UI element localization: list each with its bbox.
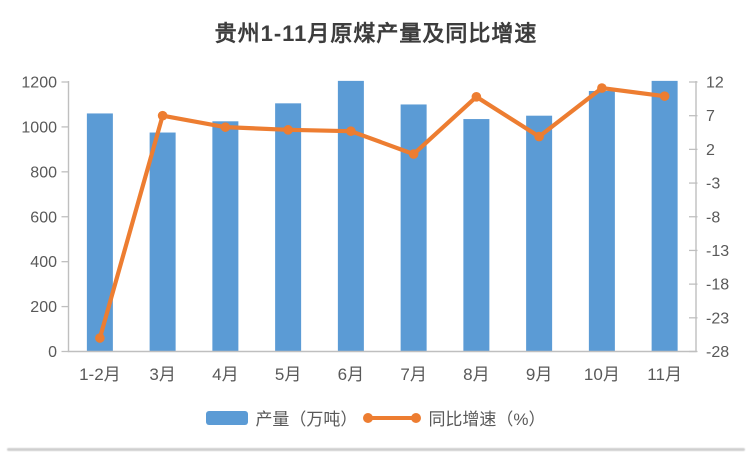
left-axis-label-1000: 1000 [21,119,57,136]
left-axis-label-800: 800 [30,164,57,181]
x-axis-label-10月: 10月 [584,365,620,384]
x-axis-label-9月: 9月 [526,365,552,384]
card-bottom-shadow [7,448,745,451]
bar-9月 [526,115,553,352]
x-axis-label-11月: 11月 [647,365,682,384]
x-axis-label-5月: 5月 [275,365,301,384]
line-series-swatch [363,412,422,423]
line-segment-icon [371,415,414,420]
right-axis-label--28: -28 [706,344,729,361]
line-marker-11月 [659,91,670,101]
x-axis-label-4月: 4月 [212,365,238,384]
x-axis-label-6月: 6月 [338,365,364,384]
bar-10月 [588,90,615,352]
line-marker-7月 [408,149,419,159]
x-axis-label-3月: 3月 [149,365,175,384]
line-marker-icon [363,412,374,423]
bar-11月 [651,80,678,352]
left-axis-label-600: 600 [30,209,57,226]
x-axis-label-8月: 8月 [463,365,489,384]
right-axis-label--23: -23 [706,310,729,327]
bar-6月 [337,80,364,352]
bar-3月 [149,132,176,352]
legend: 产量（万吨） 同比增速（%） [0,405,752,430]
right-axis-label-12: 12 [706,75,724,92]
legend-item-production: 产量（万吨） [206,405,357,430]
bar-4月 [212,121,239,352]
legend-label-production: 产量（万吨） [255,410,358,429]
line-marker-8月 [471,92,482,102]
line-marker-5月 [283,125,293,135]
bar-5月 [275,103,302,352]
line-marker-4月 [220,122,231,132]
right-axis-label-2: 2 [706,142,715,159]
bar-7月 [400,104,427,352]
chart-title: 贵州1-11月原煤产量及同比增速 [214,21,538,46]
bar-series-swatch [206,410,249,425]
left-axis-label-0: 0 [48,344,57,361]
bar-8月 [463,119,490,352]
right-axis-label--8: -8 [706,209,720,226]
line-marker-1-2月 [95,333,105,343]
left-axis-label-1200: 1200 [21,75,57,92]
legend-item-growth: 同比增速（%） [363,405,546,430]
line-marker-9月 [534,131,544,142]
right-axis-label--3: -3 [706,176,720,193]
right-axis-label-7: 7 [706,108,715,125]
right-axis-label--13: -13 [706,243,729,260]
left-axis-label-400: 400 [30,254,57,271]
line-marker-3月 [157,110,168,121]
line-marker-10月 [597,83,607,93]
line-marker-icon [411,412,422,423]
growth-line [97,85,667,341]
x-axis-label-1-2月: 1-2月 [79,365,121,384]
legend-label-growth: 同比增速（%） [428,410,546,429]
right-axis-label--18: -18 [706,277,729,294]
bar-1-2月 [86,113,113,352]
line-marker-6月 [346,126,356,136]
left-axis-label-200: 200 [30,299,57,316]
x-axis-label-7月: 7月 [400,365,426,384]
